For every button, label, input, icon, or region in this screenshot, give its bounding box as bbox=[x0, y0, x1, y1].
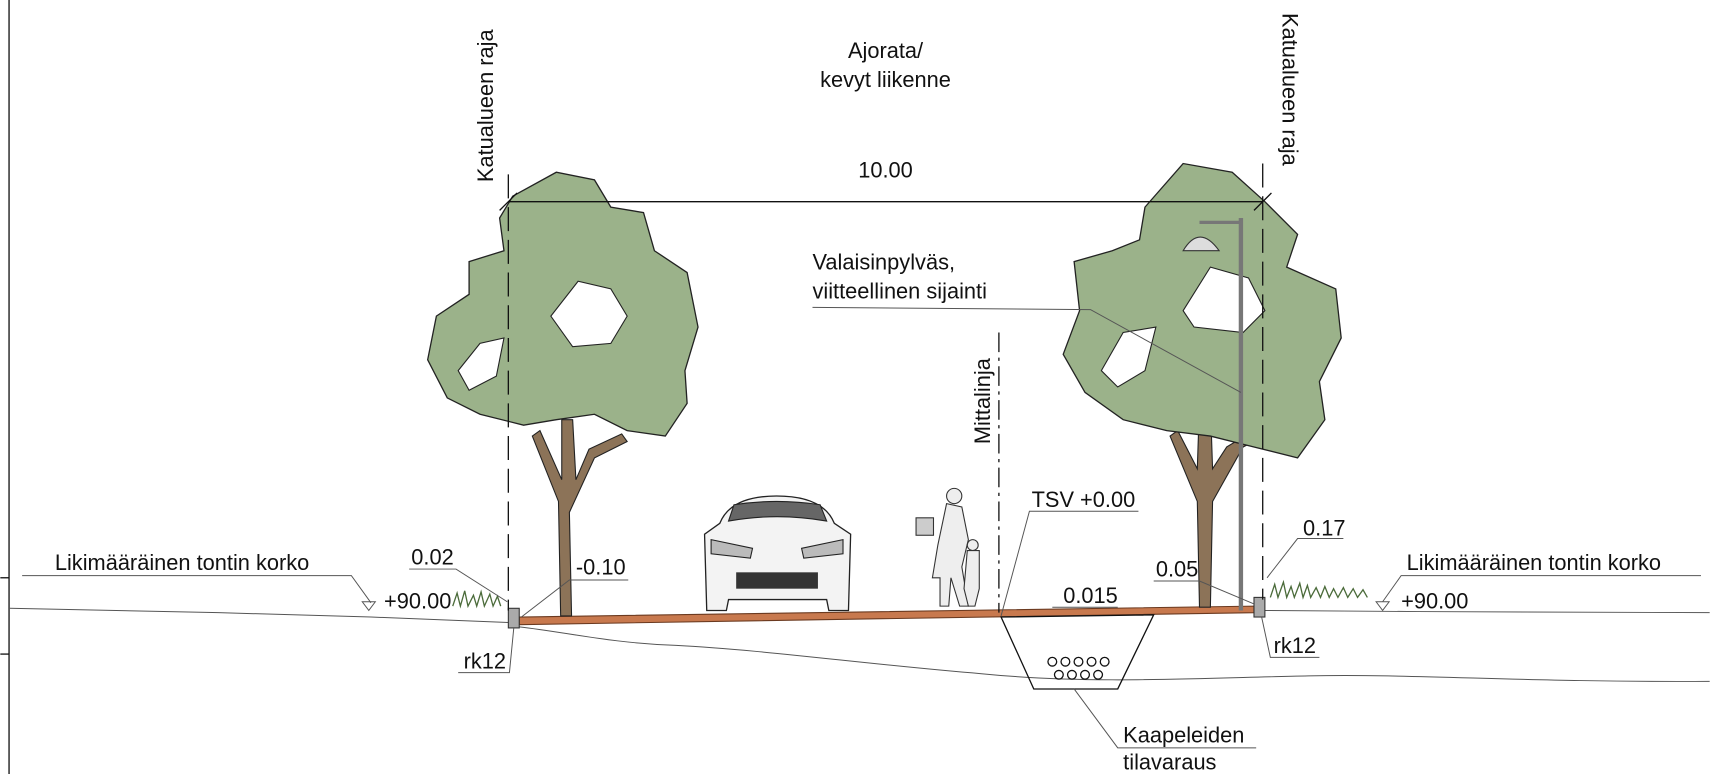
plot-height-label: +90.00 bbox=[384, 588, 451, 613]
cable-trench bbox=[1001, 615, 1154, 689]
leader-line bbox=[521, 580, 628, 617]
cable-label: Kaapeleiden bbox=[1123, 722, 1244, 747]
pedestrians bbox=[916, 488, 979, 606]
body: {"header": {"title_lines": ["Ajorata/", … bbox=[0, 0, 1710, 774]
section-title: kevyt liikenne bbox=[820, 67, 951, 92]
page: Katupoikkileikkaus html, body { margin: … bbox=[0, 0, 1710, 774]
level-marker bbox=[362, 602, 375, 611]
curb-right bbox=[1254, 597, 1265, 617]
section-drawing: Ajorata/ kevyt liikenne 10.00 Katualueen… bbox=[0, 0, 1710, 774]
leader-line bbox=[22, 576, 371, 603]
leader-line bbox=[1267, 539, 1343, 578]
curb-left bbox=[508, 608, 519, 628]
level-label: 0.05 bbox=[1156, 557, 1198, 582]
plot-level-label: Likimääräinen tontin korko bbox=[55, 550, 309, 575]
lamp-label: viitteellinen sijainti bbox=[812, 279, 986, 304]
section-title: Ajorata/ bbox=[848, 38, 924, 63]
curb-label: rk12 bbox=[1274, 633, 1316, 658]
level-label: -0.10 bbox=[576, 555, 626, 580]
cables bbox=[1048, 657, 1109, 679]
curb-label: rk12 bbox=[464, 648, 506, 673]
level-label: 0.17 bbox=[1303, 515, 1345, 540]
car bbox=[705, 496, 851, 610]
slope-label: 0.015 bbox=[1063, 583, 1118, 608]
level-label: TSV +0.00 bbox=[1032, 487, 1136, 512]
ground-right bbox=[1265, 610, 1710, 612]
lamp-label: Valaisinpylväs, bbox=[812, 249, 955, 274]
level-marker bbox=[1376, 602, 1389, 611]
boundary-label: Katualueen raja bbox=[473, 29, 498, 183]
dimension-label: 10.00 bbox=[858, 158, 913, 183]
subgrade-line bbox=[519, 627, 1709, 682]
cable-label: tilavaraus bbox=[1123, 750, 1216, 774]
plot-level-label: Likimääräinen tontin korko bbox=[1407, 550, 1661, 575]
measure-label: Mittalinja bbox=[970, 357, 995, 444]
boundary-label: Katualueen raja bbox=[1277, 13, 1302, 167]
tree-trunk-left bbox=[532, 420, 627, 616]
level-label: 0.02 bbox=[411, 545, 453, 570]
plot-height-label: +90.00 bbox=[1401, 588, 1468, 613]
